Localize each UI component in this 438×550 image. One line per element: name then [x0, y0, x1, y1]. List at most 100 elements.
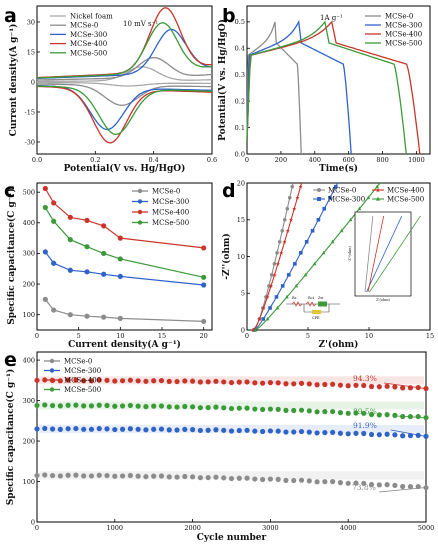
rate-data-point [51, 260, 57, 266]
y-tick-label: 100 [23, 311, 35, 319]
cycle-data-point [73, 377, 79, 383]
y-tick-label: 0 [31, 78, 35, 86]
x-tick-label: 20 [200, 332, 208, 340]
cycle-data-point [127, 402, 133, 409]
cycle-data-point [127, 472, 133, 479]
cycle-data-point [174, 474, 180, 480]
nyquist-point [285, 228, 290, 233]
gcd-curve [246, 19, 352, 155]
rate-data-point [101, 314, 107, 320]
nyquist-point [285, 206, 290, 211]
x-tick-label: 2000 [184, 524, 201, 532]
cycle-data-point [151, 426, 157, 432]
cycle-data-point [376, 384, 382, 390]
cycle-data-point [400, 385, 406, 391]
cycle-data-point [314, 382, 320, 388]
cycle-data-point [260, 476, 266, 483]
rate-data-point [117, 315, 123, 321]
nyquist-point [375, 184, 379, 189]
retention-label: 91.9% [353, 421, 377, 430]
nyquist-point [280, 284, 285, 288]
nyquist-point [287, 273, 291, 277]
y-tick-label: 300 [23, 397, 35, 405]
cycle-data-point [96, 472, 102, 478]
cycle-data-point [337, 410, 344, 416]
nyquist-point [272, 262, 277, 266]
cycle-data-point [384, 412, 390, 418]
cycle-data-point [73, 472, 79, 478]
cycle-data-point [260, 406, 266, 413]
rate-data-point [101, 223, 107, 229]
cycle-data-point [244, 379, 250, 385]
cycle-data-point [353, 480, 359, 486]
nyquist-point [287, 195, 292, 200]
x-tick-label: 10 [116, 332, 124, 340]
y-tick-label: 400 [23, 219, 35, 227]
cycle-data-point [267, 428, 273, 434]
cycle-data-point [104, 472, 110, 479]
nyquist-point [282, 239, 287, 244]
legend-entry: MCSe-300 [328, 195, 365, 203]
cycle-data-point [73, 402, 79, 408]
panel-letter: b [222, 5, 236, 27]
cycle-data-point [65, 402, 71, 408]
cycle-data-point [298, 380, 305, 386]
rate-data-point [201, 318, 207, 325]
nyquist-point [282, 217, 287, 222]
cycle-data-point [361, 430, 367, 437]
cycle-data-point [127, 426, 133, 432]
nyquist-point [277, 240, 282, 244]
cycle-data-point [213, 474, 219, 480]
y-tick-label: 0.1 [235, 124, 245, 132]
current-density-annotation: 1A g⁻¹ [320, 14, 343, 22]
y-axis-label: Specific capacitance(C g⁻¹) [6, 188, 17, 324]
inset-curve [369, 215, 421, 293]
cycle-data-point [353, 430, 359, 436]
nyquist-point [328, 195, 332, 200]
cycle-data-point [361, 480, 367, 486]
legend-entry: MCSe-0 [328, 186, 356, 194]
cycle-data-point [34, 426, 40, 432]
cycle-data-point [197, 427, 203, 434]
cycle-data-point [361, 382, 367, 389]
cycle-data-point [182, 403, 188, 410]
inset-curve [364, 215, 374, 293]
y-tick-label: 0 [241, 326, 245, 334]
inset-frame [354, 211, 412, 297]
cycle-data-point [322, 430, 328, 436]
nyquist-point [261, 317, 266, 321]
rate-data-point [67, 267, 73, 273]
cycle-data-point [252, 406, 258, 412]
legend-marker [49, 387, 55, 392]
cycle-data-point [182, 426, 188, 432]
cycle-data-point [291, 429, 297, 435]
y-tick-label: 20 [237, 179, 245, 187]
cycle-data-point [306, 381, 312, 387]
legend-entry: MCSe-0 [64, 358, 92, 366]
cycle-data-point [275, 406, 281, 412]
cycle-data-point [135, 426, 141, 432]
cycle-data-point [275, 428, 281, 434]
cycle-data-point [314, 479, 320, 485]
cycle-data-point [174, 404, 180, 410]
cycle-data-point [337, 382, 344, 388]
cycle-data-point [143, 404, 149, 410]
legend-entry: MCSe-500 [152, 219, 189, 227]
rate-data-point [51, 200, 57, 206]
cycle-data-point [322, 381, 328, 388]
x-tick-label: 800 [376, 156, 388, 164]
nyquist-point [348, 217, 353, 222]
x-tick-label: 15 [426, 332, 434, 340]
cycle-data-point [73, 425, 79, 432]
cycle-data-point [135, 378, 141, 384]
y-tick-label: 0.0 [235, 150, 245, 158]
cycle-data-point [337, 480, 344, 486]
y-tick-label: 15 [237, 216, 245, 224]
panel-c-rate-chart: 0 5 10 15 20 100 200 300 400 500 Current density(A… [4, 180, 213, 350]
cycle-data-point [190, 378, 196, 384]
cycle-data-point [205, 427, 211, 433]
cycle-data-point [158, 377, 165, 384]
cycle-data-point [345, 410, 351, 416]
